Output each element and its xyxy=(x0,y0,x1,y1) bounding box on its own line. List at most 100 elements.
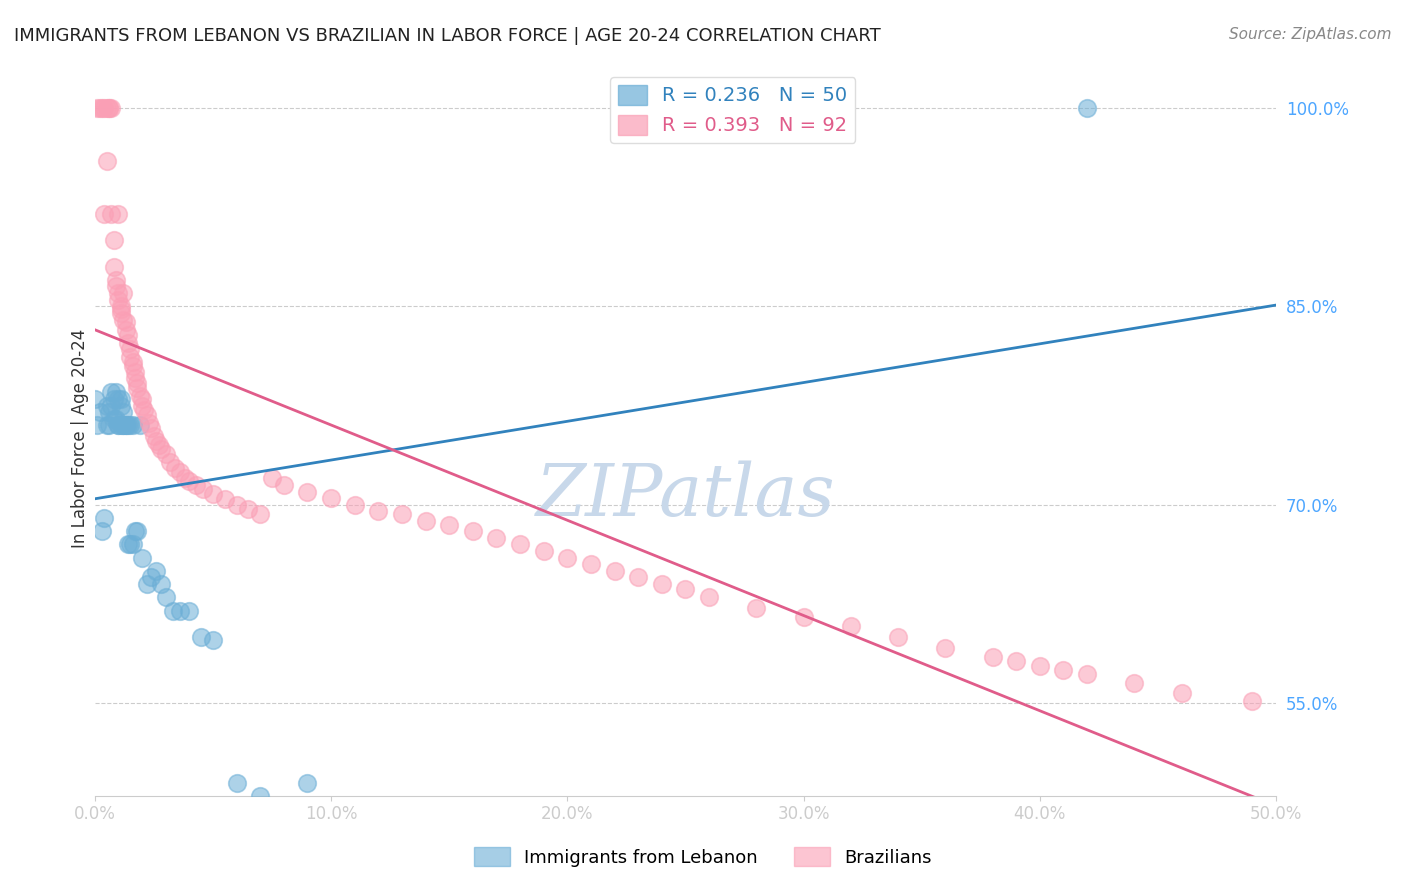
Immigrants from Lebanon xyxy=(103,411,125,425)
Immigrants from Lebanon xyxy=(145,564,167,578)
Immigrants from Lebanon xyxy=(105,411,128,425)
Brazilians xyxy=(107,293,129,307)
Brazilians xyxy=(1029,659,1052,673)
Brazilians xyxy=(934,640,956,655)
Immigrants from Lebanon xyxy=(117,537,139,551)
Brazilians xyxy=(110,306,132,320)
Immigrants from Lebanon xyxy=(107,418,129,433)
Immigrants from Lebanon xyxy=(90,524,112,539)
Immigrants from Lebanon xyxy=(93,511,115,525)
Brazilians xyxy=(887,630,910,644)
Brazilians xyxy=(135,408,157,422)
Immigrants from Lebanon xyxy=(162,603,184,617)
Brazilians xyxy=(142,429,165,443)
Brazilians xyxy=(128,389,150,403)
Brazilians xyxy=(149,442,172,457)
Brazilians xyxy=(110,301,132,316)
Immigrants from Lebanon xyxy=(201,632,224,647)
Immigrants from Lebanon xyxy=(131,550,153,565)
Brazilians xyxy=(155,448,177,462)
Immigrants from Lebanon xyxy=(169,603,191,617)
Legend: R = 0.236   N = 50, R = 0.393   N = 92: R = 0.236 N = 50, R = 0.393 N = 92 xyxy=(610,77,855,144)
Brazilians xyxy=(509,537,531,551)
Brazilians xyxy=(100,207,122,221)
Brazilians xyxy=(145,434,167,449)
Immigrants from Lebanon xyxy=(120,537,142,551)
Brazilians xyxy=(90,101,112,115)
Immigrants from Lebanon xyxy=(110,418,132,433)
Brazilians xyxy=(159,455,181,469)
Brazilians xyxy=(103,233,125,247)
Immigrants from Lebanon xyxy=(124,524,146,539)
Brazilians xyxy=(1052,663,1074,677)
Brazilians xyxy=(114,315,136,329)
Brazilians xyxy=(124,370,146,384)
Brazilians xyxy=(93,207,115,221)
Immigrants from Lebanon xyxy=(89,405,111,419)
Immigrants from Lebanon xyxy=(114,418,136,433)
Brazilians xyxy=(214,492,236,507)
Brazilians xyxy=(107,207,129,221)
Brazilians xyxy=(124,366,146,380)
Immigrants from Lebanon xyxy=(98,405,121,419)
Brazilians xyxy=(437,517,460,532)
Immigrants from Lebanon xyxy=(121,418,143,433)
Brazilians xyxy=(127,381,149,395)
Brazilians xyxy=(89,101,111,115)
Y-axis label: In Labor Force | Age 20-24: In Labor Force | Age 20-24 xyxy=(72,329,89,549)
Immigrants from Lebanon xyxy=(141,570,163,584)
Brazilians xyxy=(138,416,160,430)
Brazilians xyxy=(131,392,153,406)
Brazilians xyxy=(1241,693,1264,707)
Brazilians xyxy=(225,498,247,512)
Immigrants from Lebanon xyxy=(179,603,201,617)
Immigrants from Lebanon xyxy=(117,418,139,433)
Brazilians xyxy=(186,478,208,492)
Brazilians xyxy=(93,101,115,115)
Brazilians xyxy=(533,544,555,558)
Brazilians xyxy=(96,101,118,115)
Brazilians xyxy=(114,323,136,337)
Immigrants from Lebanon xyxy=(155,591,177,605)
Brazilians xyxy=(981,649,1004,664)
Immigrants from Lebanon xyxy=(128,418,150,433)
Brazilians xyxy=(1170,685,1192,699)
Text: IMMIGRANTS FROM LEBANON VS BRAZILIAN IN LABOR FORCE | AGE 20-24 CORRELATION CHAR: IMMIGRANTS FROM LEBANON VS BRAZILIAN IN … xyxy=(14,27,880,45)
Immigrants from Lebanon xyxy=(127,524,149,539)
Brazilians xyxy=(105,279,128,293)
Brazilians xyxy=(238,501,260,516)
Brazilians xyxy=(173,471,195,485)
Brazilians xyxy=(141,421,163,435)
Brazilians xyxy=(121,355,143,369)
Legend: Immigrants from Lebanon, Brazilians: Immigrants from Lebanon, Brazilians xyxy=(467,840,939,874)
Brazilians xyxy=(148,438,170,452)
Brazilians xyxy=(120,350,142,364)
Immigrants from Lebanon xyxy=(121,537,143,551)
Immigrants from Lebanon xyxy=(190,630,212,644)
Brazilians xyxy=(461,524,484,539)
Brazilians xyxy=(319,491,342,505)
Immigrants from Lebanon xyxy=(1076,101,1098,115)
Brazilians xyxy=(134,402,156,417)
Immigrants from Lebanon xyxy=(86,418,108,433)
Immigrants from Lebanon xyxy=(249,789,271,803)
Brazilians xyxy=(86,101,108,115)
Immigrants from Lebanon xyxy=(100,399,122,413)
Immigrants from Lebanon xyxy=(96,399,118,413)
Brazilians xyxy=(117,328,139,343)
Immigrants from Lebanon xyxy=(98,418,121,433)
Brazilians xyxy=(260,471,283,485)
Brazilians xyxy=(793,610,815,624)
Immigrants from Lebanon xyxy=(112,405,135,419)
Text: ZIPatlas: ZIPatlas xyxy=(536,460,835,531)
Immigrants from Lebanon xyxy=(112,418,135,433)
Brazilians xyxy=(98,101,121,115)
Brazilians xyxy=(100,101,122,115)
Brazilians xyxy=(179,474,201,488)
Immigrants from Lebanon xyxy=(225,775,247,789)
Brazilians xyxy=(651,577,673,591)
Brazilians xyxy=(127,376,149,390)
Brazilians xyxy=(415,514,437,528)
Brazilians xyxy=(603,564,626,578)
Brazilians xyxy=(627,570,650,584)
